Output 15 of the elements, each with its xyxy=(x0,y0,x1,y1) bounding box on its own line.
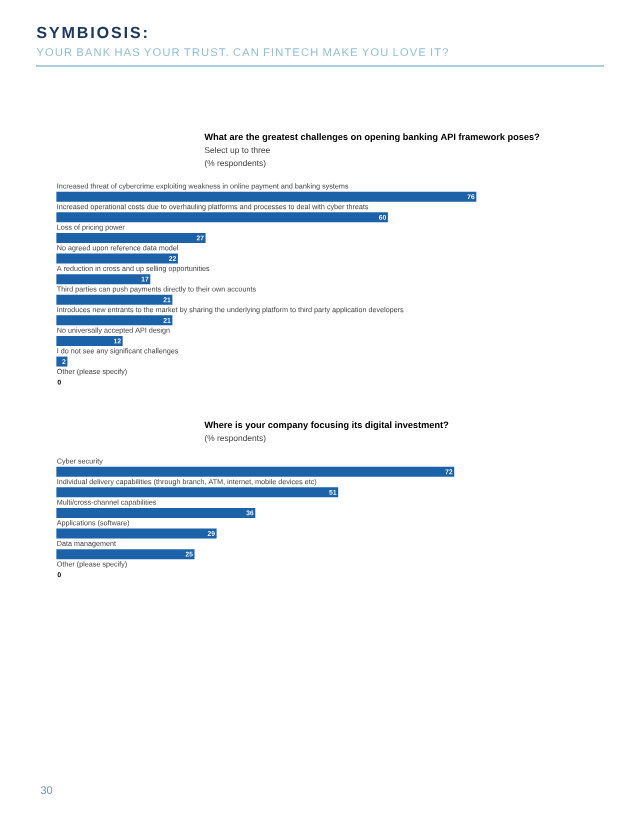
bar xyxy=(56,232,206,243)
bar xyxy=(56,466,455,477)
bar xyxy=(56,315,173,326)
bar xyxy=(56,294,173,305)
bar xyxy=(56,335,123,346)
bar xyxy=(56,253,178,264)
bar xyxy=(56,191,477,202)
bar xyxy=(56,507,256,518)
text: SYMBIOSIS: xyxy=(36,26,147,39)
bar xyxy=(56,212,388,223)
bar xyxy=(56,549,195,560)
bar xyxy=(56,528,217,539)
bar xyxy=(56,487,339,498)
bar xyxy=(56,356,68,367)
bar xyxy=(56,274,151,285)
